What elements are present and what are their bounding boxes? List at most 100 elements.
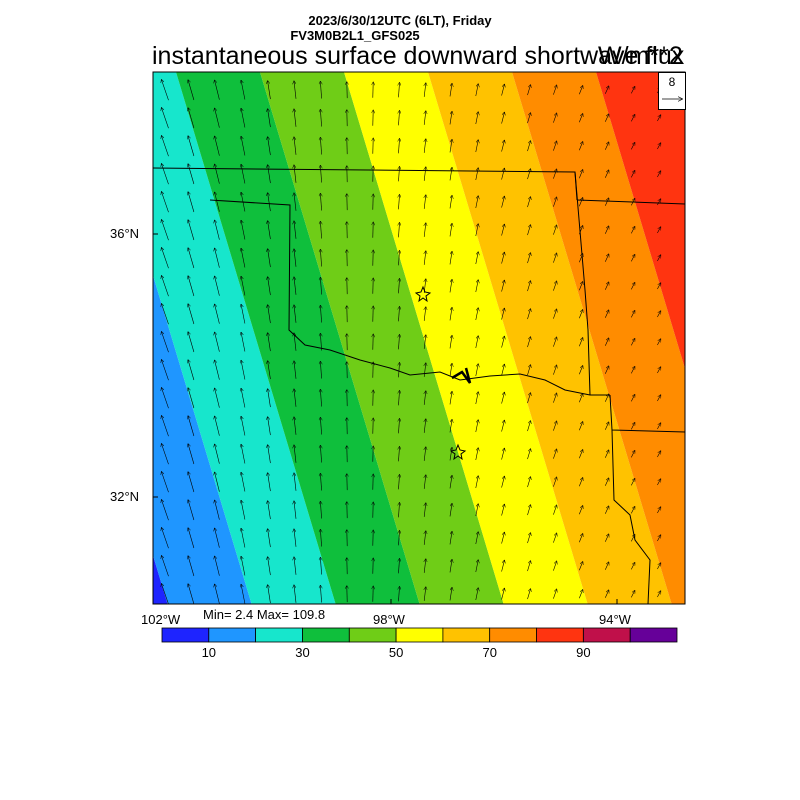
wind-arrow — [215, 164, 220, 184]
wind-arrow — [449, 364, 452, 377]
wind-arrow — [215, 388, 220, 408]
wind-arrow — [657, 255, 660, 262]
flux-band — [0, 72, 84, 604]
wind-arrow — [475, 84, 478, 97]
wind-arrow — [475, 308, 478, 321]
wind-arrow — [320, 362, 321, 379]
wind-arrow — [449, 84, 452, 97]
unit-label: W/m**2 — [598, 42, 683, 70]
wind-arrow — [579, 366, 582, 375]
wind-arrow — [527, 197, 531, 208]
wind-arrow — [399, 111, 400, 126]
axis-ticks — [153, 233, 618, 604]
wind-arrow — [631, 451, 634, 458]
wind-arrow — [241, 361, 246, 380]
wind-arrow — [424, 139, 426, 153]
wind-arrow — [241, 501, 246, 520]
wind-arrow — [449, 252, 452, 265]
wind-arrow — [241, 137, 246, 156]
wind-arrow — [188, 500, 195, 521]
wind-arrow — [475, 252, 478, 265]
wind-arrow — [501, 280, 505, 292]
wind-arrow — [449, 448, 452, 461]
wind-arrow — [449, 588, 452, 601]
wind-arrow — [553, 365, 556, 375]
wind-arrow — [320, 306, 321, 323]
wind-arrow — [579, 422, 582, 431]
wind-arrow — [215, 500, 220, 520]
wind-arrow — [294, 585, 297, 603]
flux-band — [680, 72, 685, 89]
wind-arrow — [294, 165, 297, 183]
wind-arrow — [527, 169, 531, 180]
wind-arrow — [162, 360, 169, 381]
wind-arrow — [553, 561, 556, 571]
wind-arrow — [188, 360, 195, 381]
wind-arrow — [631, 479, 634, 486]
wind-arrow — [631, 367, 634, 374]
wind-arrow — [241, 333, 246, 352]
reference-arrow-icon — [662, 73, 685, 109]
wind-arrow — [399, 307, 400, 322]
wind-arrow — [294, 445, 297, 463]
shortwave-flux-field — [0, 72, 800, 604]
wind-arrow — [162, 108, 169, 129]
wind-arrow — [268, 501, 271, 520]
wind-arrow — [657, 283, 660, 290]
flux-band — [764, 72, 800, 604]
wind-arrow — [657, 367, 660, 374]
wind-arrow — [527, 225, 531, 236]
flux-band — [260, 72, 504, 604]
wind-arrow — [631, 395, 634, 402]
wind-arrow — [553, 225, 556, 235]
wind-arrow — [215, 136, 220, 156]
wind-arrow — [320, 502, 321, 519]
wind-arrow — [399, 475, 400, 490]
wind-arrow — [527, 561, 531, 572]
wind-arrow — [241, 249, 246, 268]
wind-arrow — [449, 476, 452, 489]
wind-arrow — [579, 198, 582, 207]
datetime-header: 2023/6/30/12UTC (6LT), Friday — [308, 13, 492, 28]
wind-arrow — [553, 281, 556, 291]
plot-title: instantaneous surface downward shortwave… — [152, 42, 685, 70]
wind-arrow — [268, 109, 271, 128]
wind-arrow — [424, 531, 426, 545]
wind-arrow — [553, 253, 556, 263]
wind-arrow — [162, 80, 169, 101]
wind-arrow — [424, 111, 426, 125]
wind-arrow — [501, 336, 505, 348]
wind-arrow — [553, 421, 556, 431]
wind-arrow — [162, 276, 169, 297]
wind-arrow — [241, 277, 246, 296]
flux-band — [428, 72, 672, 604]
wind-arrow — [605, 338, 608, 346]
wind-arrow — [268, 361, 271, 380]
wind-arrow — [553, 113, 556, 123]
wind-arrow — [241, 417, 246, 436]
wind-arrow — [579, 562, 582, 571]
wind-arrow — [657, 423, 660, 430]
wind-arrow — [162, 528, 169, 549]
wind-arrow — [241, 165, 246, 184]
wind-arrow — [215, 584, 220, 604]
wind-arrow — [501, 140, 505, 152]
wind-arrow — [268, 585, 271, 604]
colorbar-label: 50 — [388, 645, 404, 660]
wind-arrow — [215, 80, 220, 100]
wind-arrow — [424, 83, 426, 97]
wind-arrow — [188, 416, 195, 437]
wind-arrow — [475, 280, 478, 293]
wind-arrow — [424, 419, 426, 433]
wind-arrow — [449, 112, 452, 125]
wind-arrow — [449, 168, 452, 181]
wind-arrow — [657, 451, 660, 458]
wind-arrow — [553, 533, 556, 543]
wind-arrow — [268, 305, 271, 324]
wind-arrow — [399, 167, 400, 182]
wind-arrow — [424, 447, 426, 461]
wind-arrow — [424, 503, 426, 517]
wind-arrow — [449, 196, 452, 209]
wind-arrow — [215, 444, 220, 464]
wind-arrow — [657, 535, 660, 542]
